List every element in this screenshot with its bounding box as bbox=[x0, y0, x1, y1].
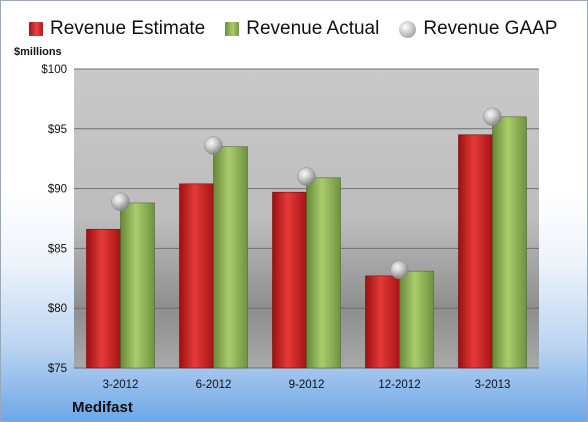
y-tick-label: $75 bbox=[48, 363, 67, 375]
y-tick-label: $80 bbox=[48, 303, 67, 315]
gaap-markers bbox=[111, 107, 502, 280]
marker-revenue-gaap bbox=[390, 260, 409, 280]
y-tick-label: $95 bbox=[48, 124, 67, 136]
bar-revenue-estimate bbox=[365, 275, 400, 369]
legend-item-estimate: Revenue Estimate bbox=[29, 18, 205, 40]
marker-revenue-gaap bbox=[204, 136, 223, 155]
marker-revenue-gaap bbox=[111, 192, 130, 212]
y-tick-label: $90 bbox=[48, 184, 67, 196]
x-tick-label: 12-2012 bbox=[378, 379, 420, 391]
bar-revenue-estimate bbox=[458, 134, 493, 369]
y-axis-label: $millions bbox=[14, 46, 62, 58]
legend-marker-gaap bbox=[399, 20, 417, 38]
x-tick-label: 6-2012 bbox=[196, 379, 232, 391]
legend-label-gaap: Revenue GAAP bbox=[423, 18, 558, 39]
x-tick-label: 3-2013 bbox=[475, 379, 511, 391]
bar-revenue-actual bbox=[306, 177, 341, 369]
bar-revenue-actual bbox=[399, 270, 434, 369]
legend-swatch-estimate bbox=[29, 22, 43, 36]
bar-revenue-actual bbox=[213, 146, 248, 369]
bar-revenue-actual bbox=[492, 116, 527, 369]
bar-revenue-actual bbox=[120, 202, 155, 369]
y-tick-labels: $75 $80 $85 $90 $95 $100 bbox=[41, 64, 67, 375]
legend-label-actual: Revenue Actual bbox=[246, 18, 380, 39]
legend-swatch-actual bbox=[225, 22, 240, 36]
x-tick-label: 9-2012 bbox=[289, 379, 325, 391]
legend-item-gaap: Revenue GAAP bbox=[399, 18, 557, 40]
company-name: Medifast bbox=[72, 399, 133, 416]
y-tick-label: $85 bbox=[48, 243, 67, 255]
legend-item-actual: Revenue Actual bbox=[225, 18, 379, 40]
marker-revenue-gaap bbox=[297, 167, 316, 186]
bar-revenue-estimate bbox=[179, 183, 214, 369]
legend-label-estimate: Revenue Estimate bbox=[50, 18, 206, 39]
legend: Revenue Estimate Revenue Actual Revenue … bbox=[29, 17, 577, 41]
y-tick-label: $100 bbox=[41, 64, 67, 76]
x-tick-labels: 3-2012 6-2012 9-2012 12-2012 3-2013 bbox=[103, 379, 511, 391]
x-tick-label: 3-2012 bbox=[103, 379, 139, 391]
bar-revenue-estimate bbox=[86, 228, 121, 369]
marker-revenue-gaap bbox=[483, 107, 502, 127]
bar-revenue-estimate bbox=[272, 191, 307, 369]
bar-series bbox=[86, 116, 527, 369]
